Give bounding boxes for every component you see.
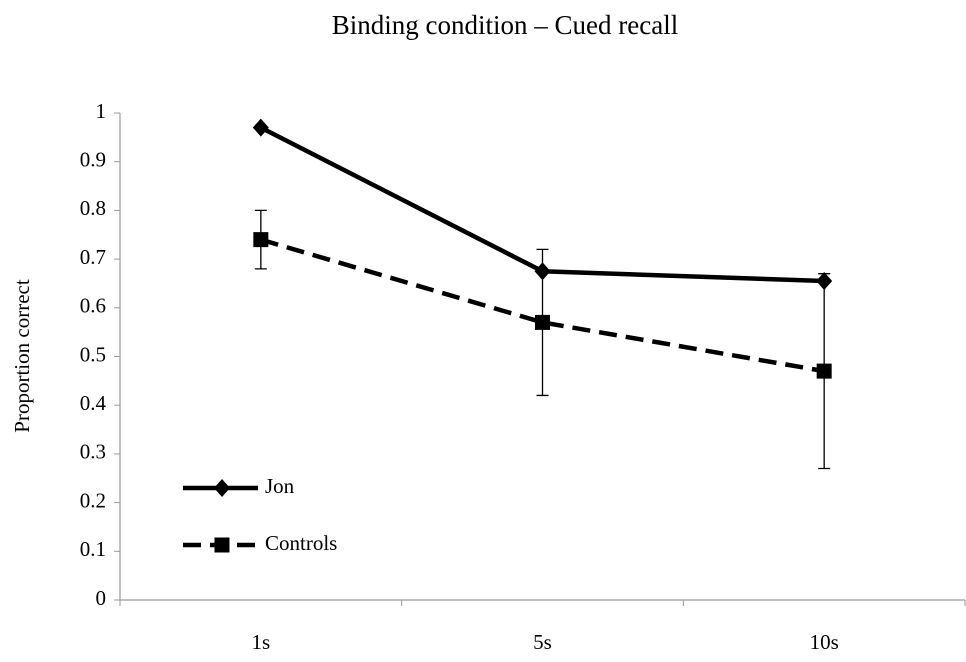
y-tick-label: 0.4 <box>80 391 107 415</box>
series-line <box>260 237 825 374</box>
y-axis-label: Proportion correct <box>10 279 34 433</box>
marker-diamond <box>252 118 269 137</box>
legend-label: Jon <box>265 474 295 498</box>
marker-square <box>816 363 832 379</box>
y-tick-label: 0 <box>96 586 107 610</box>
x-tick-label: 1s <box>251 630 270 654</box>
y-tick-label: 0.1 <box>80 537 106 561</box>
y-tick-label: 0.3 <box>80 440 106 464</box>
marker-square <box>535 314 550 330</box>
y-tick-label: 0.9 <box>80 148 106 172</box>
y-tick-label: 0.5 <box>80 342 106 366</box>
marker-square <box>253 232 269 248</box>
y-tick-label: 0.6 <box>80 294 106 318</box>
y-tick-label: 1 <box>96 99 107 123</box>
y-tick-label: 0.8 <box>80 196 106 220</box>
y-tick-label: 0.2 <box>80 488 106 512</box>
marker-diamond <box>214 479 230 497</box>
chart-title: Binding condition – Cued recall <box>332 10 678 40</box>
legend-label: Controls <box>265 531 337 555</box>
x-tick-label: 10s <box>810 630 839 654</box>
x-tick-label: 5s <box>533 630 552 654</box>
marker-square <box>214 537 230 553</box>
y-tick-label: 0.7 <box>80 245 106 269</box>
